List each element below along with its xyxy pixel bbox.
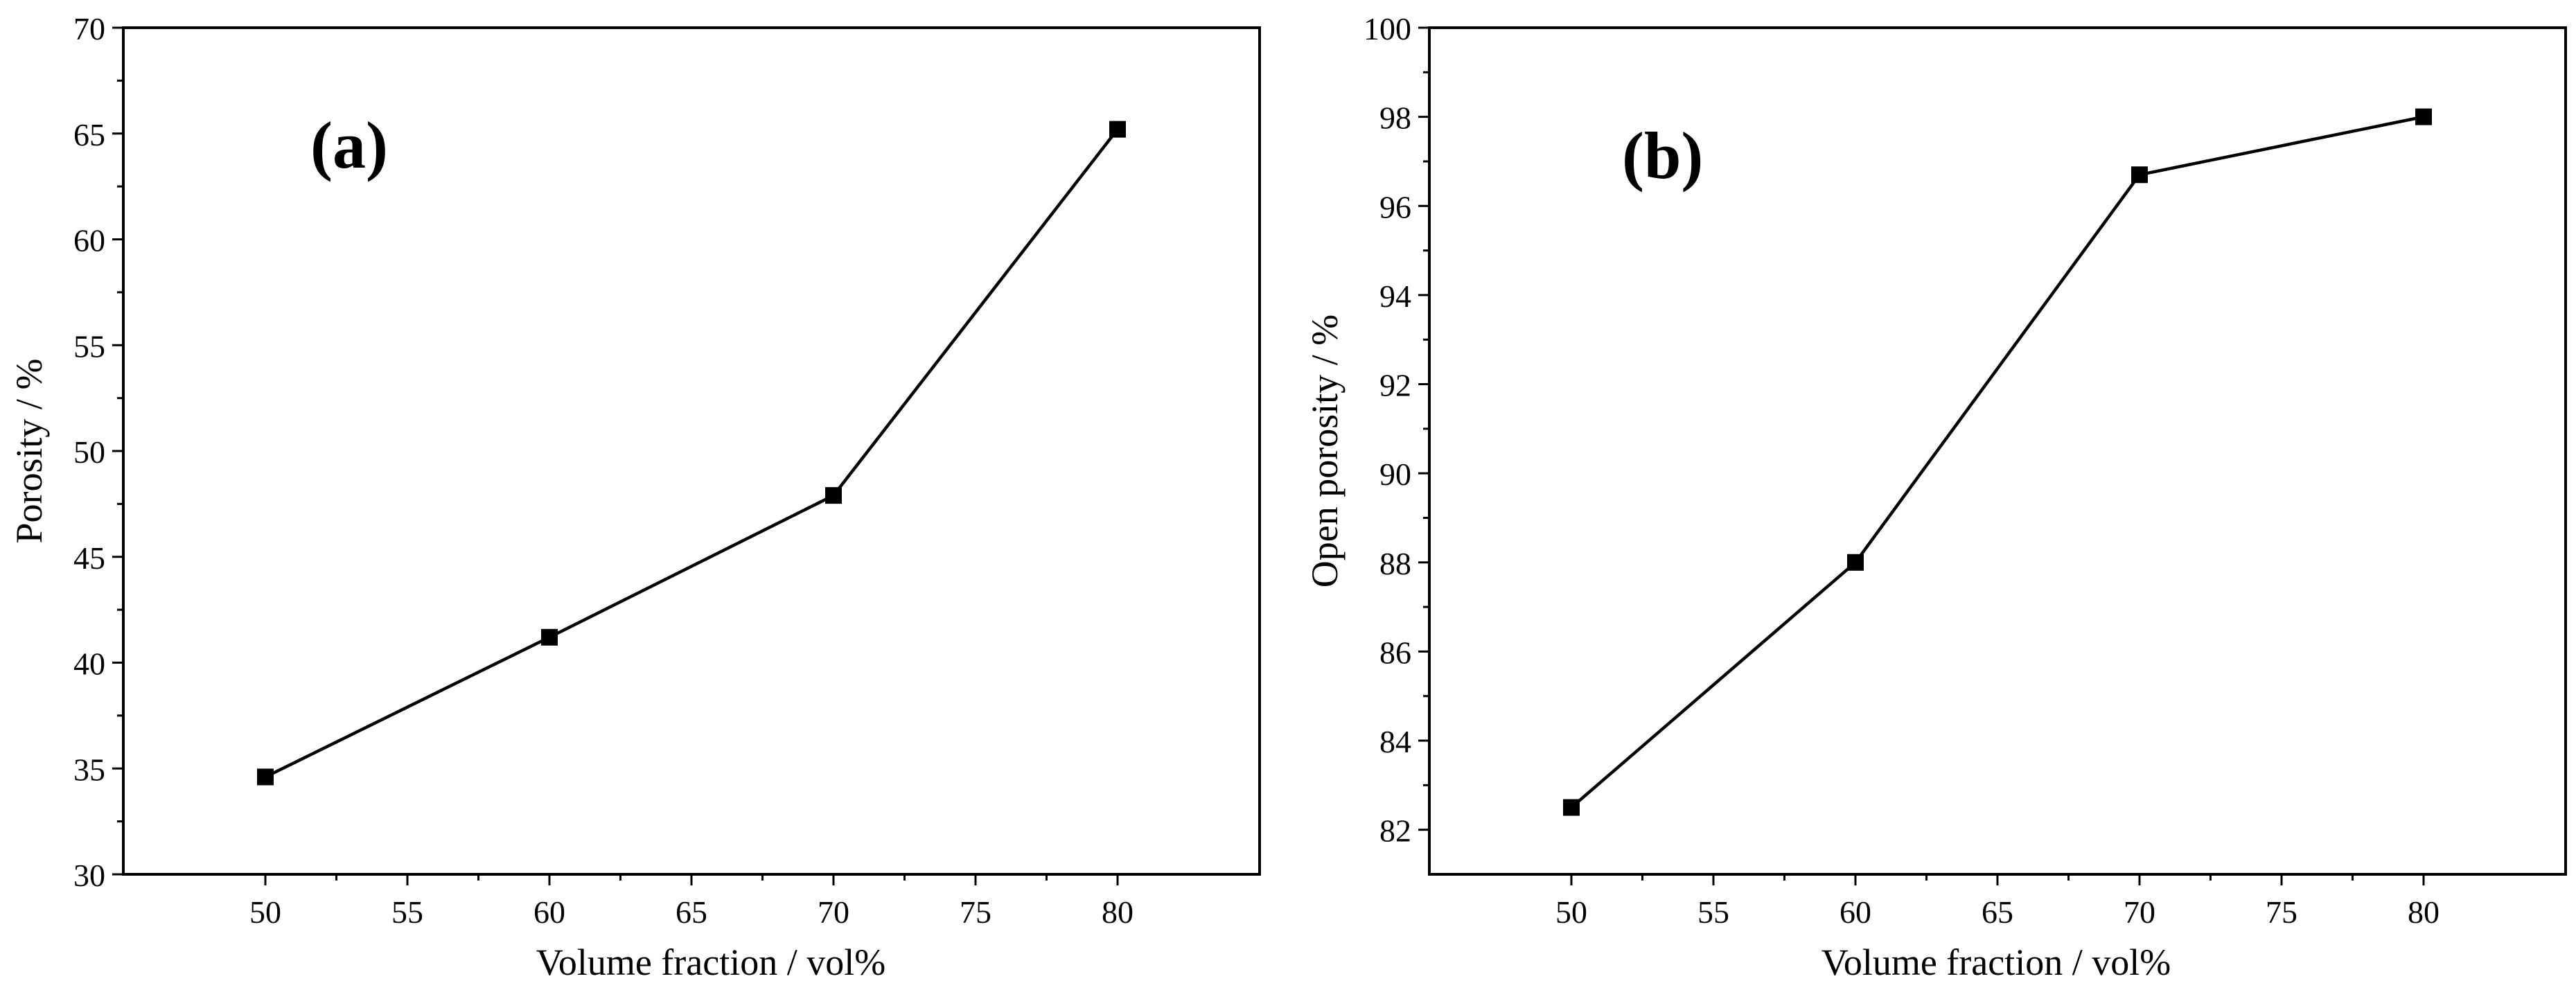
data-point-marker	[1109, 121, 1126, 138]
y-tick-label: 92	[1379, 368, 1411, 403]
x-tick-label: 75	[960, 894, 991, 930]
y-tick-label: 96	[1379, 189, 1411, 224]
x-tick-label: 80	[2408, 894, 2440, 930]
panel-label: (a)	[310, 108, 388, 182]
x-tick-label: 75	[2266, 894, 2297, 930]
data-point-marker	[1563, 799, 1580, 816]
y-tick-label: 70	[73, 11, 105, 46]
x-tick-label: 55	[391, 894, 423, 930]
panel-label: (b)	[1622, 118, 1703, 193]
y-axis: 82 84 86 88 90 92 94 96 98 100	[1364, 11, 1429, 849]
x-axis-label: Volume fraction / vol%	[1821, 942, 2171, 983]
y-tick-label: 84	[1379, 724, 1411, 759]
y-axis-label: Open porosity / %	[1304, 315, 1346, 587]
data-point-marker	[2415, 108, 2432, 125]
y-tick-label: 94	[1379, 279, 1411, 314]
x-axis-label: Volume fraction / vol%	[536, 942, 885, 983]
y-tick-label: 82	[1379, 813, 1411, 849]
y-tick-label: 65	[73, 117, 105, 152]
y-tick-label: 60	[73, 223, 105, 258]
y-tick-label: 45	[73, 540, 105, 576]
panel-a: 30 35 40 45 50 55 60 65 70 50 55 60 65 70 75 80 (a) Vo…	[8, 11, 1261, 983]
x-tick-label: 55	[1697, 894, 1729, 930]
y-tick-label: 40	[73, 646, 105, 682]
plot-frame	[1428, 26, 2567, 876]
y-tick-label: 86	[1379, 635, 1411, 670]
x-axis: 50 55 60 65 70 75 80	[249, 874, 1133, 930]
x-axis: 50 55 60 65 70 75 80	[1555, 874, 2440, 930]
panel-b: 82 84 86 88 90 92 94 96 98 100 50 55 60 65 70 75 80 (b)…	[1304, 11, 2567, 983]
y-tick-label: 98	[1379, 100, 1411, 136]
x-tick-label: 70	[2124, 894, 2155, 930]
data-point-marker	[2131, 166, 2148, 184]
series-layer	[1563, 108, 2432, 816]
x-tick-label: 65	[676, 894, 707, 930]
y-tick-label: 35	[73, 752, 105, 787]
y-tick-label: 90	[1379, 457, 1411, 492]
data-point-marker	[1847, 554, 1864, 571]
x-tick-label: 70	[818, 894, 849, 930]
plot-frame	[122, 26, 1261, 876]
x-tick-label: 50	[1555, 894, 1587, 930]
y-axis: 30 35 40 45 50 55 60 65 70	[73, 11, 123, 893]
y-tick-label: 100	[1364, 11, 1411, 46]
series-line	[265, 128, 1119, 779]
y-tick-label: 88	[1379, 546, 1411, 581]
x-tick-label: 80	[1102, 894, 1133, 930]
x-tick-label: 60	[1840, 894, 1871, 930]
series-line	[1570, 115, 2424, 809]
x-tick-label: 50	[249, 894, 281, 930]
y-axis-label: Porosity / %	[8, 358, 50, 543]
y-tick-label: 55	[73, 328, 105, 364]
series-layer	[257, 121, 1126, 786]
y-tick-label: 30	[73, 858, 105, 893]
x-tick-label: 60	[533, 894, 565, 930]
data-point-marker	[825, 487, 842, 504]
data-point-marker	[257, 768, 274, 786]
y-tick-label: 50	[73, 434, 105, 470]
x-tick-label: 65	[1982, 894, 2013, 930]
data-point-marker	[541, 628, 558, 646]
